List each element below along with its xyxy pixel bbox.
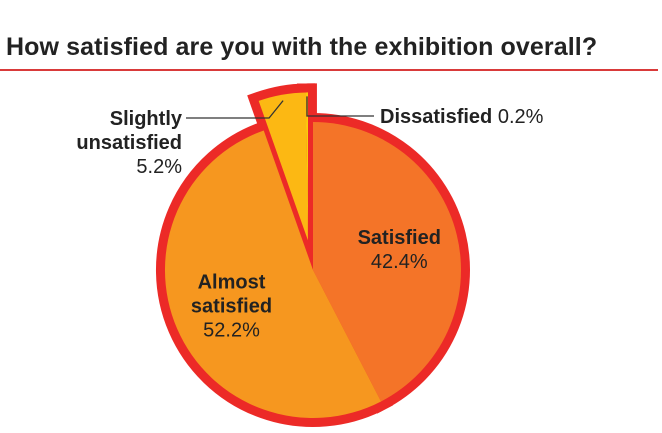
slice-fills — [164, 92, 461, 419]
leader-line-dissatisfied — [306, 96, 374, 117]
slice-satisfied — [313, 122, 461, 402]
slice-almost-satisfied — [164, 130, 382, 419]
leader-lines — [186, 96, 374, 119]
slice-labels: Satisfied 42.4% Almost satisfied 52.2% Slight… — [76, 106, 543, 341]
slice-label-slightly-unsatisfied: Slightly unsatisfied 5.2% — [76, 108, 182, 178]
slice-slightly-unsatisfied — [258, 92, 308, 241]
slice-dissatisfied — [306, 92, 308, 241]
leader-line-slightly-unsatisfied — [186, 100, 284, 119]
title-divider — [0, 69, 658, 71]
chart-title: How satisfied are you with the exhibitio… — [6, 33, 598, 61]
slice-label-satisfied: Satisfied 42.4% — [358, 227, 441, 273]
slice-label-dissatisfied: Dissatisfied 0.2% — [380, 106, 544, 128]
slice-label-almost-satisfied: Almost satisfied 52.2% — [191, 271, 272, 341]
